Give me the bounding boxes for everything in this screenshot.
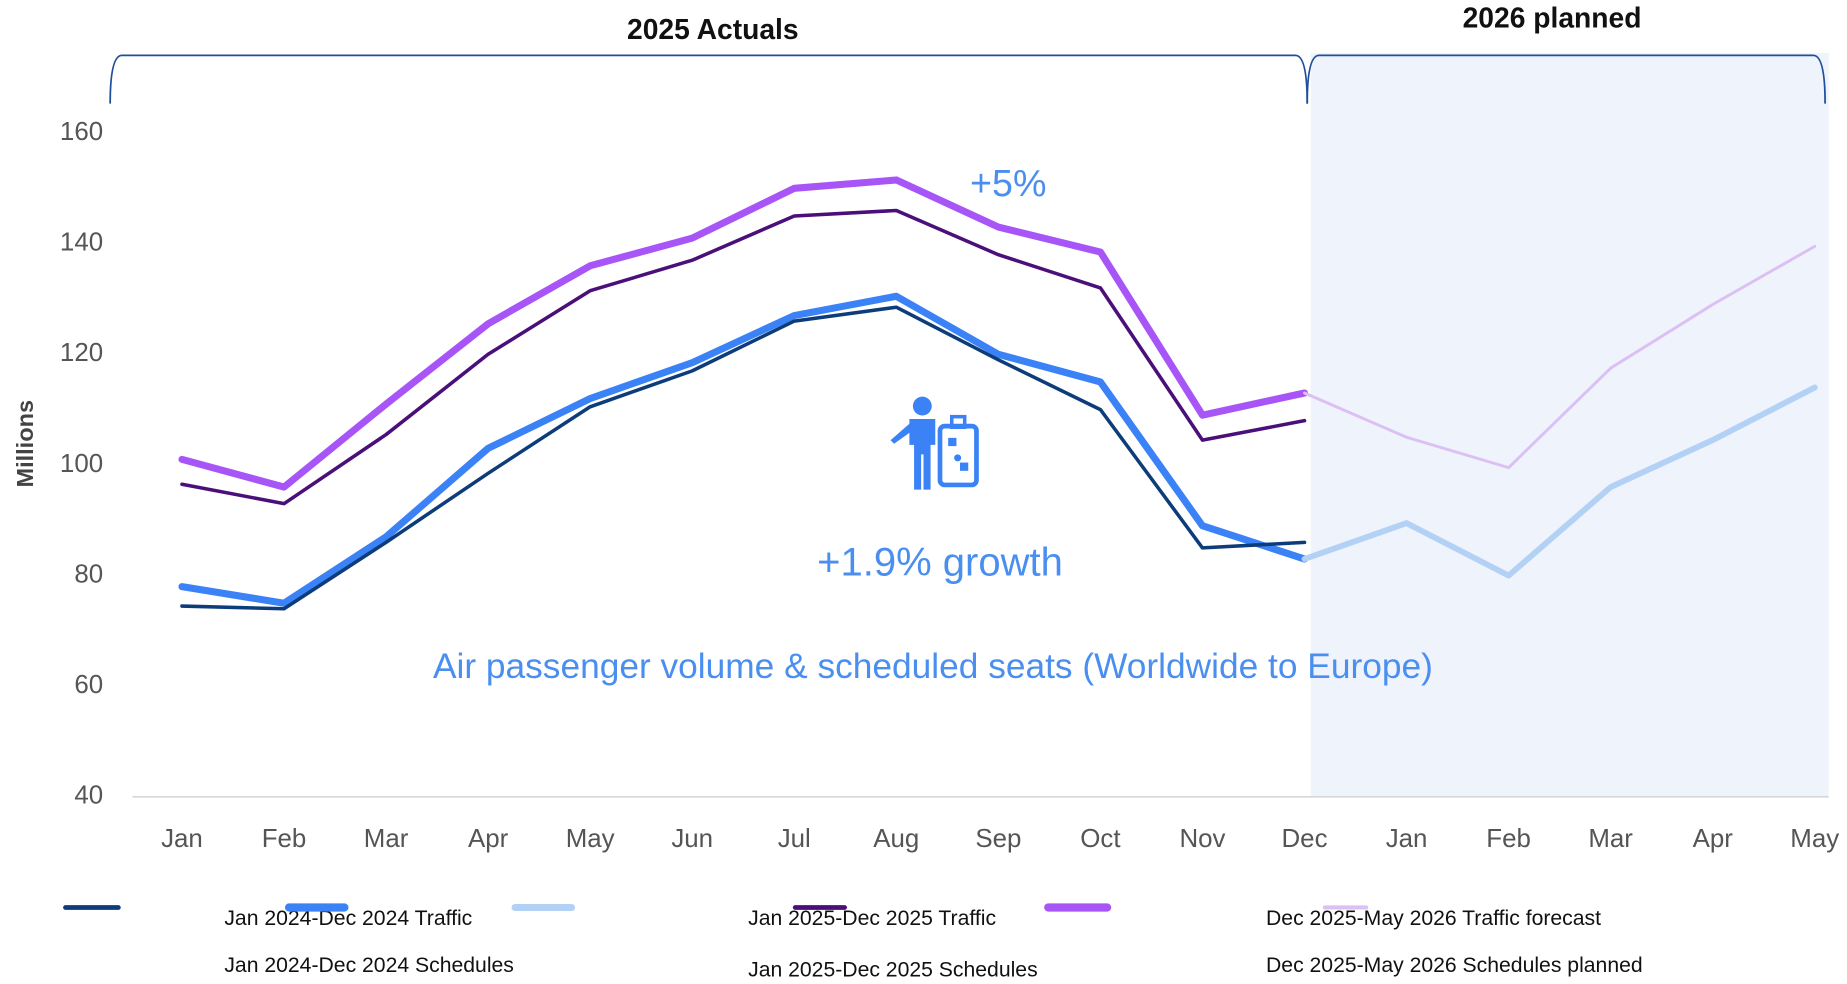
x-tick-label: Jul: [778, 825, 811, 853]
x-tick-label: Sep: [975, 825, 1021, 853]
x-tick-label: Jun: [671, 825, 713, 853]
chart-title: Air passenger volume & scheduled seats (…: [433, 647, 1433, 686]
y-tick-label: 60: [74, 671, 103, 699]
series-line: [178, 176, 1309, 491]
y-tick-label: 140: [60, 228, 103, 256]
x-tick-label: Nov: [1179, 825, 1225, 853]
x-tick-label: Jan: [1386, 825, 1428, 853]
series-line: [178, 292, 1309, 607]
x-tick-label: Aug: [873, 825, 919, 853]
x-tick-label: Oct: [1080, 825, 1120, 853]
annotation: +1.9% growth: [817, 541, 1063, 585]
x-tick-label: Feb: [262, 825, 307, 853]
section-label: 2026 planned: [1463, 1, 1642, 33]
series-line: [1303, 244, 1817, 470]
y-axis-label: Millions: [12, 400, 38, 488]
x-tick-label: Dec: [1281, 825, 1327, 853]
x-tick-label: Apr: [1693, 825, 1734, 853]
x-tick-label: Mar: [364, 825, 409, 853]
legend-label: Dec 2025-May 2026 Traffic forecast: [1266, 907, 1601, 930]
y-tick-label: 160: [60, 118, 103, 146]
y-tick-label: 120: [60, 339, 103, 367]
x-tick-label: May: [566, 825, 615, 853]
x-tick-label: Apr: [468, 825, 509, 853]
x-tick-label: Feb: [1486, 825, 1531, 853]
x-tick-label: May: [1790, 825, 1839, 853]
x-tick-label: Mar: [1588, 825, 1633, 853]
series-line: [1301, 384, 1818, 579]
legend-label: Jan 2024-Dec 2024 Schedules: [224, 954, 514, 977]
legend-label: Jan 2025-Dec 2025 Schedules: [748, 959, 1038, 982]
y-tick-label: 80: [74, 560, 103, 588]
y-tick-label: 40: [74, 782, 103, 810]
traveler-icon: [890, 396, 979, 490]
section-label: 2025 Actuals: [627, 13, 799, 45]
legend-label: Jan 2025-Dec 2025 Traffic: [748, 907, 996, 930]
series-line: [180, 305, 1307, 611]
annotation: +5%: [970, 162, 1046, 204]
series-line: [180, 208, 1307, 506]
legend-label: Dec 2025-May 2026 Schedules planned: [1266, 954, 1643, 977]
legend-label: Jan 2024-Dec 2024 Traffic: [224, 907, 472, 930]
planned-bracket: [1306, 54, 1826, 104]
x-tick-label: Jan: [161, 825, 203, 853]
actuals-bracket: [109, 54, 1309, 104]
lines: [178, 176, 1818, 611]
y-tick-label: 100: [60, 450, 103, 478]
